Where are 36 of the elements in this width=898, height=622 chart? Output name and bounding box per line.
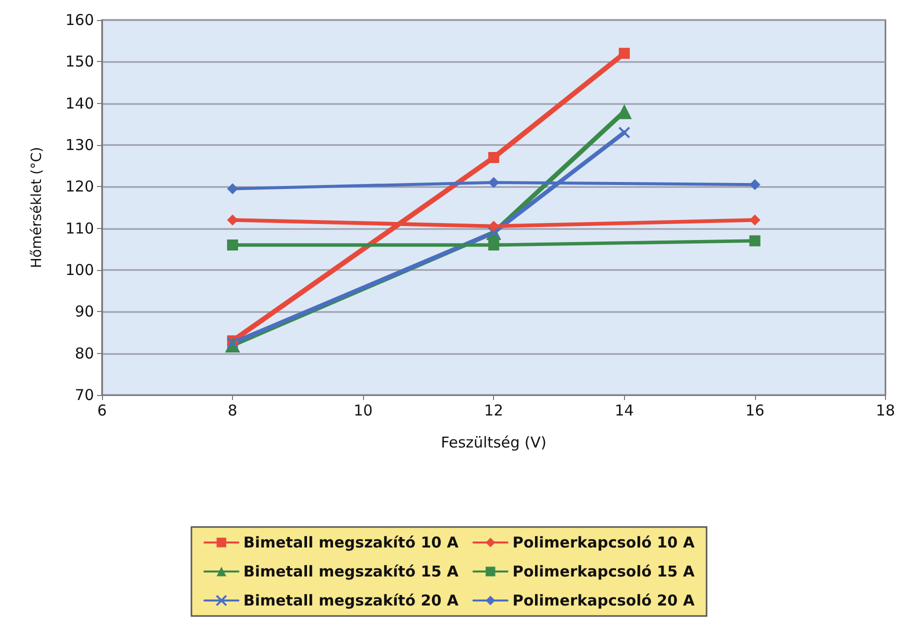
legend-label: Bimetall megszakító 20 A xyxy=(243,592,459,610)
point xyxy=(488,152,500,163)
x-axis-title: Feszültség (V) xyxy=(440,434,547,452)
x-tick-label: 6 xyxy=(97,402,107,420)
y-tick-label: 140 xyxy=(65,94,94,112)
point xyxy=(488,240,500,250)
legend-label: Polimerkapcsoló 20 A xyxy=(512,592,695,610)
legend-label: Bimetall megszakító 15 A xyxy=(243,562,459,580)
point xyxy=(226,336,239,349)
y-tick-label: 150 xyxy=(65,52,94,71)
point xyxy=(618,48,630,59)
legend-label: Polimerkapcsoló 15 A xyxy=(512,562,695,580)
point xyxy=(227,240,238,250)
y-tick-label: 100 xyxy=(65,261,94,279)
point xyxy=(227,183,238,194)
point xyxy=(618,126,630,138)
y-tick-label: 110 xyxy=(65,219,94,238)
y-tick-label: 130 xyxy=(65,136,94,154)
y-tick-label: 70 xyxy=(74,386,94,404)
point xyxy=(749,235,760,246)
legend-label: Polimerkapcsoló 10 A xyxy=(512,534,695,552)
legend-label: Bimetall megszakító 10 A xyxy=(243,534,459,552)
x-tick-label: 8 xyxy=(228,402,238,420)
y-tick-label: 160 xyxy=(65,11,94,29)
point xyxy=(488,220,500,232)
y-tick-label: 120 xyxy=(65,178,94,196)
point xyxy=(749,179,760,190)
x-tick-label: 10 xyxy=(354,402,373,420)
x-tick-label: 12 xyxy=(484,402,504,420)
x-tick-label: 16 xyxy=(745,402,764,420)
y-tick-label: 80 xyxy=(74,344,94,362)
y-tick-label: 90 xyxy=(74,302,94,321)
x-tick-label: 14 xyxy=(614,402,634,420)
y-axis-title: Hőmérséklet (°C) xyxy=(29,146,45,268)
point xyxy=(488,177,500,188)
x-tick-label: 18 xyxy=(876,402,896,420)
